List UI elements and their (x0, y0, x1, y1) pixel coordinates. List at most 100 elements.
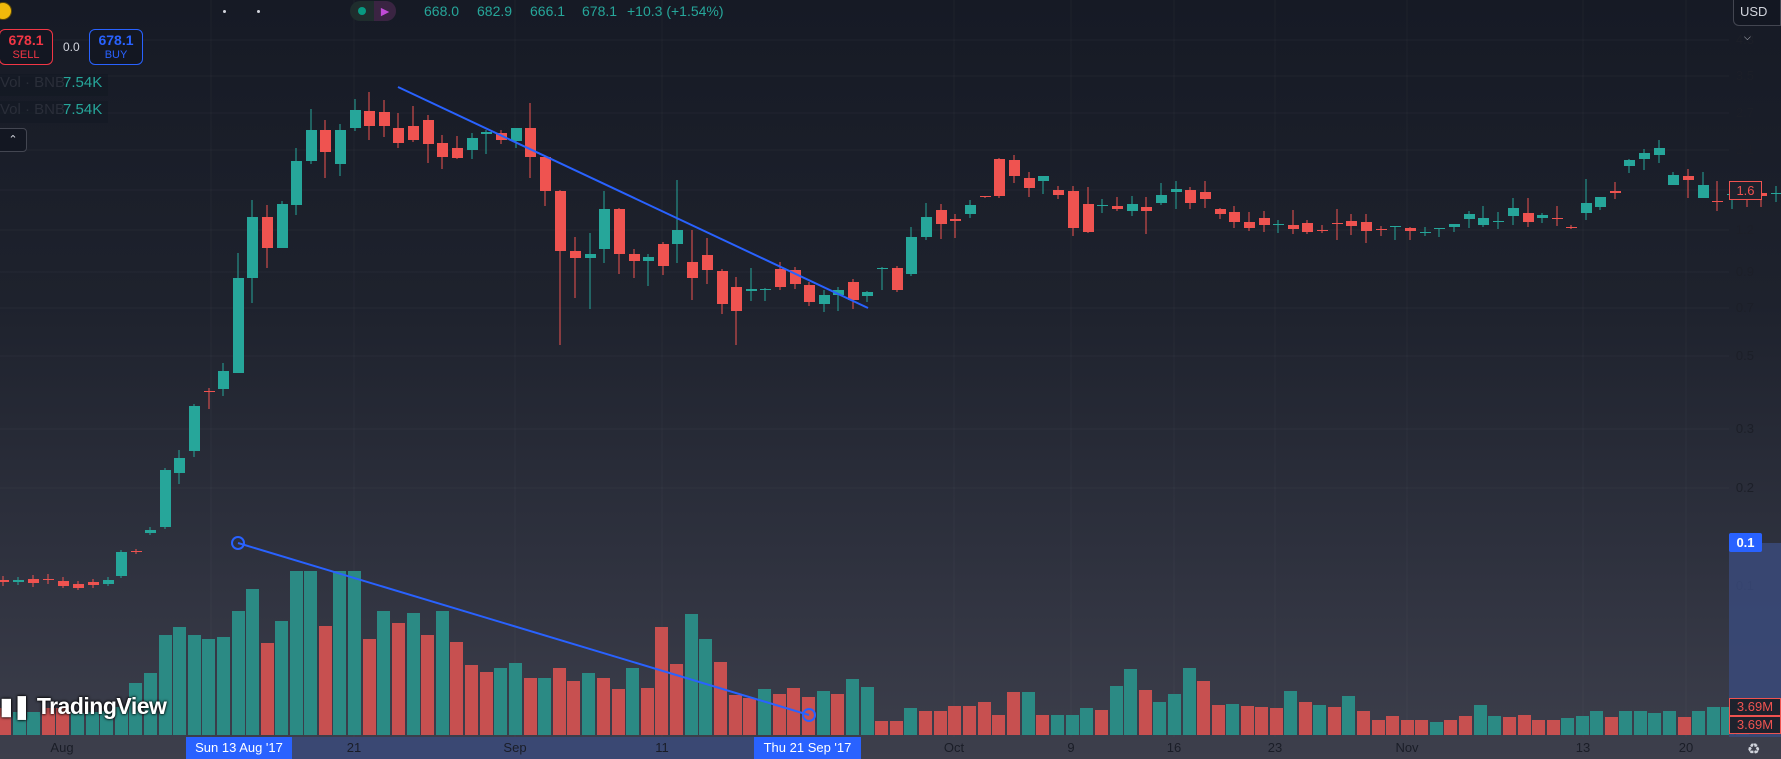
indicator-volume-1[interactable]: Vol · BNB 7.54K (0, 74, 108, 96)
price-axis-label: 0.9 (1735, 264, 1754, 279)
separator-dot (223, 10, 226, 13)
price-axis-label: 2.7 (1735, 105, 1754, 120)
candle (1259, 218, 1270, 225)
volume-bar (1110, 686, 1123, 735)
time-axis-label: 11 (655, 740, 669, 755)
candle (1185, 190, 1196, 203)
candle (848, 282, 859, 300)
volume-bar (246, 589, 259, 735)
candle (233, 278, 244, 373)
collapse-legend-button[interactable]: ⌃ (0, 128, 27, 152)
candle (1156, 195, 1167, 203)
chart-canvas[interactable] (0, 0, 1781, 737)
price-axis-label: 1.2 (1735, 222, 1754, 237)
candle (1053, 190, 1064, 195)
spread-value: 0.0 (63, 40, 80, 54)
volume-bar (232, 611, 245, 735)
share-nodes-icon[interactable]: ► (374, 1, 396, 21)
candle (790, 270, 801, 284)
trendline (397, 86, 869, 309)
volume-bar (758, 689, 771, 735)
candle (877, 268, 888, 269)
volume-bar (1197, 681, 1210, 735)
volume-bar (978, 702, 991, 735)
candle (408, 126, 419, 140)
time-axis-label: 23 (1267, 740, 1283, 755)
volume-bar (1605, 717, 1618, 735)
volume-bar (1226, 704, 1239, 735)
volume-bar (567, 681, 580, 735)
volume-bar (729, 695, 742, 735)
volume-bar (1692, 711, 1705, 735)
volume-bar (1066, 715, 1079, 735)
candle (1610, 191, 1621, 193)
candle (629, 254, 640, 261)
volume-bar (421, 635, 434, 735)
volume-bar (524, 678, 537, 735)
time-axis[interactable]: Aug 21 Sep 11 Oct 9 16 23 Nov 13 20 Sun 13 Aug '17… (0, 737, 1733, 759)
volume-bar (1036, 715, 1049, 735)
candle (1068, 191, 1079, 228)
candle (364, 111, 375, 126)
candle (481, 132, 492, 134)
candle (1434, 228, 1445, 229)
candle (672, 230, 683, 244)
candle (320, 130, 331, 152)
volume-bar (494, 668, 507, 735)
candle (1097, 205, 1108, 206)
candle (1405, 228, 1416, 231)
candle (306, 130, 317, 161)
candle (555, 191, 566, 251)
candle (687, 262, 698, 278)
candle (437, 143, 448, 157)
candle (1361, 222, 1372, 231)
volume-bar (1241, 706, 1254, 735)
volume-bar (1299, 702, 1312, 735)
gear-hex-icon[interactable]: ♻ (1747, 741, 1761, 758)
volume-bar (1518, 715, 1531, 735)
buy-button[interactable]: 678.1 BUY (89, 29, 143, 65)
candle (1273, 224, 1284, 225)
candle (13, 580, 24, 582)
time-axis-label: Sep (503, 740, 527, 755)
tradingview-logo[interactable]: ▮❚ TradingView (0, 693, 167, 720)
volume-bar (1095, 710, 1108, 735)
currency-selector[interactable]: USD ⌵ (1733, 0, 1781, 42)
volume-bar (992, 715, 1005, 735)
candle (1523, 213, 1534, 222)
volume-bar (377, 611, 390, 735)
volume-bar (1139, 690, 1152, 735)
volume-bar (27, 712, 40, 735)
time-axis-label: Nov (1395, 740, 1419, 755)
volume-bar (333, 571, 346, 735)
market-status-pill[interactable]: ► (350, 1, 396, 21)
candle (1712, 201, 1723, 202)
volume-bar (919, 711, 932, 735)
candle (614, 209, 625, 254)
volume-bar (1532, 720, 1545, 735)
volume-bar (1430, 722, 1443, 735)
volume-bar (963, 706, 976, 735)
volume-bar (861, 687, 874, 735)
indicator-volume-2[interactable]: Vol · BNB 7.54K (0, 101, 108, 123)
candle (950, 219, 961, 221)
sell-button[interactable]: 678.1 SELL (0, 29, 53, 65)
candle (1537, 215, 1548, 218)
candle (350, 110, 361, 128)
candle (1493, 221, 1504, 222)
volume-bar (1372, 720, 1385, 735)
indicator-value: 7.54K (63, 101, 103, 118)
candle (1771, 193, 1781, 194)
volume-bar (890, 721, 903, 735)
time-axis-label: 16 (1166, 740, 1182, 755)
sell-price: 678.1 (8, 32, 44, 48)
time-axis-label: Oct (943, 740, 965, 755)
volume-bar (1547, 720, 1560, 735)
volume-bar (56, 708, 69, 735)
candle (1141, 207, 1152, 211)
indicator-value: 7.54K (63, 74, 103, 91)
volume-bar (42, 708, 55, 735)
candle (73, 584, 84, 588)
volume-bar (1284, 691, 1297, 735)
volume-bar (1619, 711, 1632, 735)
